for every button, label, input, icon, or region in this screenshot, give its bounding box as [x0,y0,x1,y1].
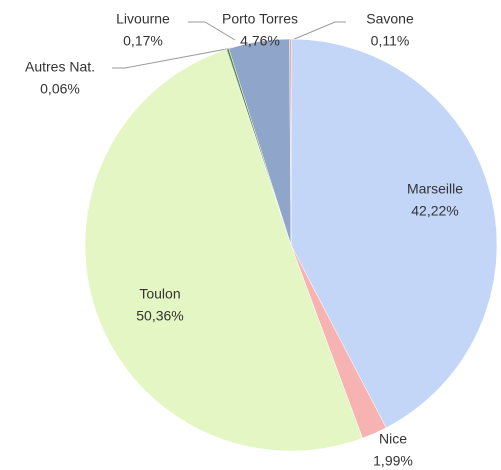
pie-slice [84,49,363,452]
slice-value-label: 0,11% [371,33,410,49]
slice-value-label: 50,36% [136,308,183,324]
slice-value-label: 1,99% [373,453,413,469]
slice-label: Autres Nat. [25,59,95,75]
slice-label: Porto Torres [222,11,298,27]
pie-slice [289,38,292,246]
slice-value-label: 0,17% [123,33,163,49]
leader-line [291,21,346,41]
slice-value-label: 4,76% [240,33,280,49]
slice-label: Toulon [139,286,180,302]
slice-label: Savone [366,11,414,27]
slice-label: Livourne [116,11,170,27]
pie-slice [290,38,498,429]
leader-line [112,47,233,69]
leader-line [188,21,236,41]
slice-value-label: 42,22% [411,203,458,219]
slice-label: Marseille [407,181,463,197]
slice-value-label: 0,06% [40,81,80,97]
leader-lines [112,21,346,69]
slice-label: Nice [379,431,407,447]
